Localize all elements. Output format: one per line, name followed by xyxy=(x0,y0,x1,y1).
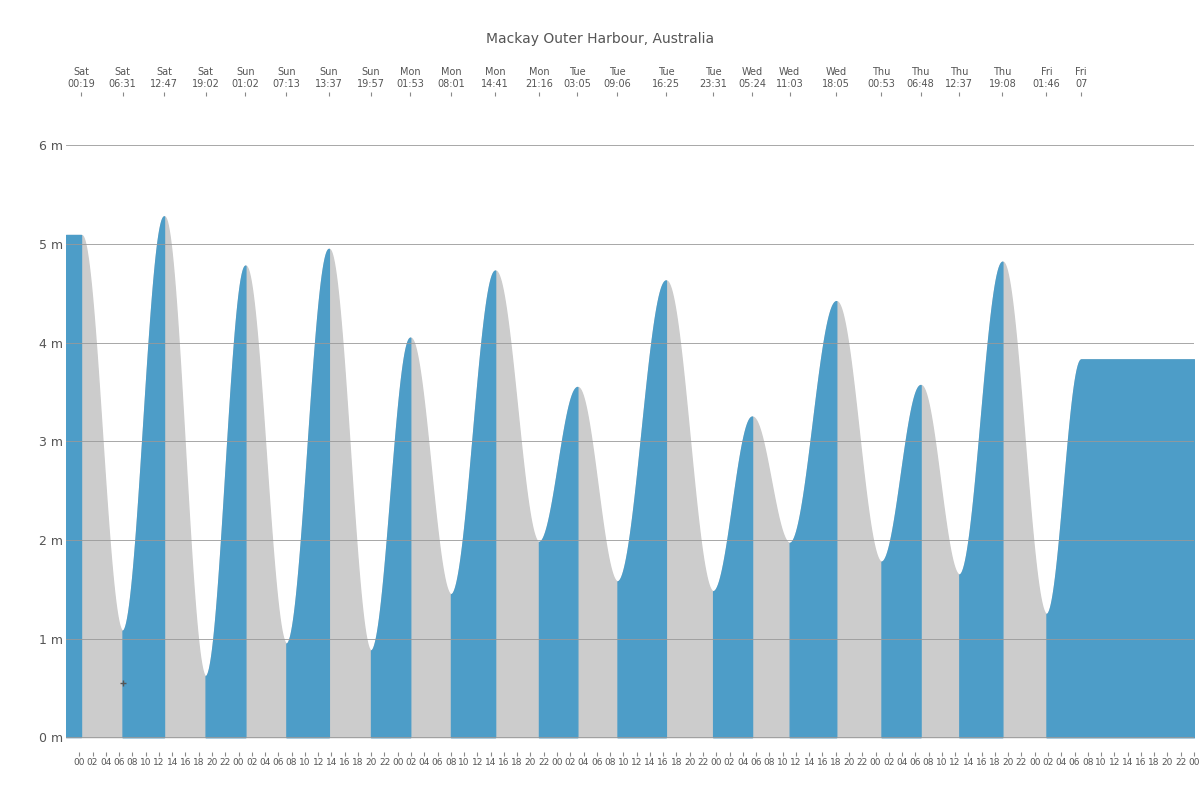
Text: Mackay Outer Harbour, Australia: Mackay Outer Harbour, Australia xyxy=(486,32,714,46)
